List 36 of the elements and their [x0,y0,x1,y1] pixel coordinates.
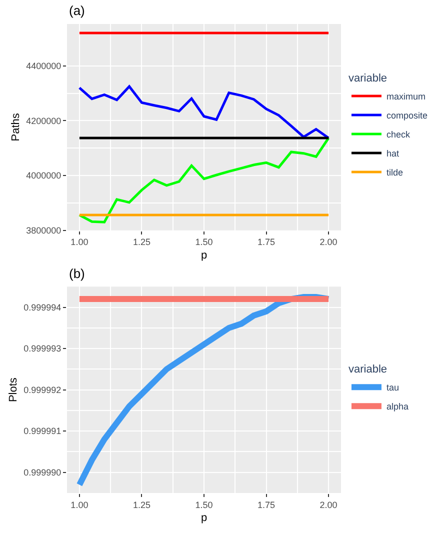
x-tick-label: 1.75 [258,237,276,248]
x-tick-label: 2.00 [320,500,338,510]
y-tick-label: 4000000 [26,170,62,181]
legend-label: check [386,129,410,140]
y-tick-label: 0.999993 [24,344,62,354]
line-series [78,85,330,140]
y-tick-label: 0.999992 [24,384,62,395]
x-tick-label: 1.50 [195,237,213,248]
legend-label: tau [386,382,399,393]
y-axis-title: Paths [10,112,22,142]
x-axis-title: p [200,512,208,524]
legend-label: alpha [386,402,409,412]
y-tick-label: 0.999991 [24,426,62,436]
chart-title: (b) [69,266,85,281]
legend-label: composite [386,110,428,120]
x-tick-label: 1.50 [195,500,213,510]
y-axis-title: Plots [7,377,20,402]
legend-title: variable [348,364,388,376]
legend-label: tilde [386,167,403,178]
chart-title: (a) [69,3,85,18]
legend-title: variable [348,72,388,84]
y-tick-label: 4200000 [26,116,62,126]
y-tick-label: 3800000 [26,226,62,236]
x-tick-label: 1.00 [70,237,88,248]
y-tick-label: 4400000 [26,61,62,72]
x-tick-label: 1.25 [132,500,150,510]
line-series [78,136,330,224]
x-tick-label: 1.25 [132,237,150,248]
x-tick-label: 1.75 [258,500,276,510]
y-tick-label: 0.999990 [24,468,62,478]
x-tick-label: 2.00 [320,237,338,248]
legend-label: maximum [386,91,426,102]
x-axis-title: p [200,249,208,262]
y-tick-label: 0.999994 [24,302,62,312]
x-tick-label: 1.00 [70,500,88,510]
legend-label: hat [386,148,400,158]
